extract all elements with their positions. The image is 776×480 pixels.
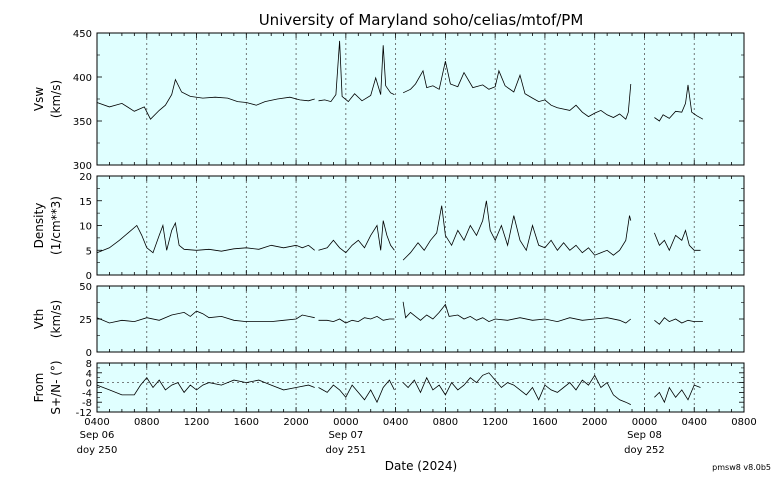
- y-tick-label: 0: [86, 271, 92, 282]
- y-tick-label: 400: [73, 73, 92, 84]
- y-tick-label: 10: [79, 222, 92, 233]
- y-tick-label: 4: [86, 369, 92, 380]
- y-tick-label: -4: [82, 388, 92, 399]
- panel-vsw: 300 350 400 450 Vsw (km/s): [32, 29, 745, 172]
- x-tick-label: 0000: [333, 417, 358, 428]
- series-line-from: [96, 377, 315, 396]
- series-line-from: [318, 379, 395, 404]
- x-tick-label: 0800: [134, 417, 159, 428]
- version-label: pmsw8 v8.0b5: [712, 463, 771, 472]
- y-axis-unit: (1/cm**3): [49, 196, 63, 255]
- y-tick-label: 8: [86, 359, 92, 370]
- y-tick-label: 20: [79, 172, 92, 183]
- x-tick-label: 0800: [433, 417, 458, 428]
- x-tick-label: 0400: [383, 417, 408, 428]
- y-axis-label: Vsw: [32, 87, 46, 111]
- x-tick-label: 1200: [184, 417, 209, 428]
- y-tick-label: -12: [76, 408, 92, 419]
- series-line-vth: [402, 301, 632, 324]
- y-tick-label: 5: [86, 246, 92, 257]
- x-doy-label: doy 250: [77, 445, 118, 456]
- series-line-vth: [318, 315, 395, 324]
- x-tick-label: 2000: [283, 417, 308, 428]
- series-line-density: [402, 200, 632, 261]
- series-line-vsw: [318, 40, 395, 103]
- y-axis-label: Density: [32, 203, 46, 249]
- series-line-vth: [654, 317, 703, 325]
- y-tick-label: 50: [79, 282, 92, 293]
- series-line-vsw: [654, 84, 704, 122]
- x-axis-label: Date (2024): [385, 459, 457, 473]
- series-line-density: [318, 220, 395, 254]
- series-line-density: [96, 221, 315, 254]
- y-tick-label: 0: [86, 348, 92, 359]
- y-tick-label: 25: [79, 315, 92, 326]
- x-tick-label: 1600: [532, 417, 557, 428]
- x-date-label: Sep 06: [80, 430, 115, 441]
- panel-background: [96, 175, 745, 276]
- x-doy-label: doy 252: [624, 445, 665, 456]
- series-line-vsw: [96, 78, 315, 120]
- y-axis-label: Vth: [32, 309, 46, 330]
- y-axis-unit: (km/s): [49, 300, 63, 338]
- series-line-from: [402, 372, 631, 405]
- x-tick-label: 0400: [84, 417, 109, 428]
- y-tick-label: -8: [82, 398, 92, 409]
- x-axis: 0400 Sep 06 doy 250 0800 1200 1600 2000 0000 Sep…: [77, 417, 757, 456]
- y-axis-label: From: [32, 373, 46, 403]
- panel-background: [96, 285, 745, 353]
- y-tick-label: 15: [79, 197, 92, 208]
- x-tick-label: 1600: [234, 417, 259, 428]
- chart-title: University of Maryland soho/celias/mtof/…: [259, 11, 584, 29]
- y-tick-label: 0: [86, 379, 92, 390]
- x-tick-label: 0000: [632, 417, 657, 428]
- x-date-label: Sep 08: [627, 430, 662, 441]
- x-tick-label: 1200: [482, 417, 507, 428]
- x-tick-label: 0800: [731, 417, 756, 428]
- panel-density: 0 5 10 15 20 Density (1/cm**3): [32, 172, 745, 282]
- series-line-vsw: [402, 61, 632, 120]
- x-tick-label: 0400: [682, 417, 707, 428]
- panel-vth: 0 25 50 Vth (km/s): [32, 282, 745, 359]
- panel-background: [96, 32, 745, 166]
- series-line-from: [654, 384, 701, 404]
- x-doy-label: doy 251: [326, 445, 367, 456]
- y-axis-unit: (km/s): [49, 80, 63, 118]
- y-tick-label: 350: [73, 117, 92, 128]
- series-line-vth: [96, 310, 315, 324]
- x-tick-label: 2000: [582, 417, 607, 428]
- series-line-density: [654, 229, 701, 252]
- y-tick-label: 300: [73, 161, 92, 172]
- y-tick-label: 450: [73, 29, 92, 40]
- x-date-label: Sep 07: [328, 430, 363, 441]
- y-axis-unit: S+/N- (°): [49, 360, 63, 414]
